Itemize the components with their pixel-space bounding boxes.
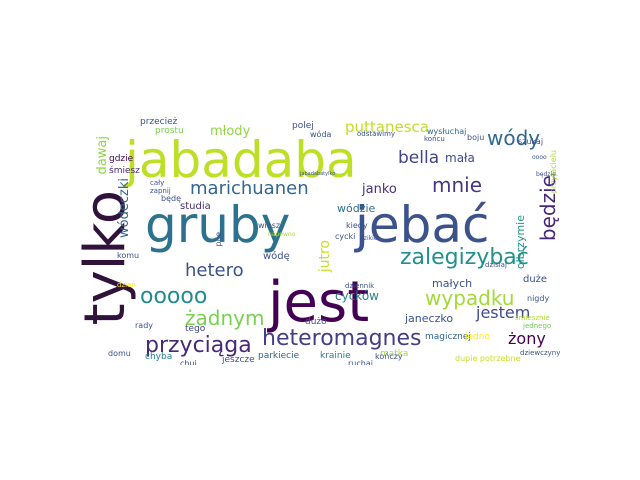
word-27: jestem xyxy=(476,303,531,322)
word-36: nigdy xyxy=(527,294,550,303)
word-64: komu xyxy=(117,251,140,260)
word-65: dzień xyxy=(117,281,136,289)
word-10: przyciąga xyxy=(145,333,252,358)
word-69: pije xyxy=(214,232,223,247)
word-54: odstawimy xyxy=(357,130,396,138)
word-68: chuj xyxy=(180,359,197,366)
word-51: prostu xyxy=(155,126,184,136)
word-7: wypadku xyxy=(425,286,515,310)
word-47: jednego xyxy=(523,322,552,330)
word-22: janko xyxy=(362,182,397,197)
word-62: cycki xyxy=(335,232,356,241)
word-25: studia xyxy=(180,201,211,212)
word-48: gdzie xyxy=(109,154,134,164)
word-63: wiesz xyxy=(258,221,281,230)
word-43: parkiecie xyxy=(258,351,300,361)
word-80: będzie xyxy=(536,171,556,178)
word-77: napewno xyxy=(268,231,296,238)
word-8: marichuanen xyxy=(190,178,309,199)
word-79: oooo xyxy=(532,154,547,161)
word-30: cycków xyxy=(335,289,379,303)
word-12: hetero xyxy=(185,260,244,281)
word-29: żony xyxy=(508,329,546,348)
word-39: jeszcze xyxy=(222,355,255,365)
word-71: cały xyxy=(150,179,165,187)
word-56: boju xyxy=(467,133,485,142)
word-17: mnie xyxy=(432,173,483,197)
word-2: gruby xyxy=(145,196,291,254)
word-53: wóda xyxy=(310,130,332,139)
word-66: kończy xyxy=(375,352,403,361)
word-72: zapnij xyxy=(150,187,171,195)
word-11: żadnym xyxy=(185,306,265,330)
word-41: chyba xyxy=(145,352,173,362)
word-34: magicznej xyxy=(425,332,471,342)
word-5: heteromagnes xyxy=(262,326,422,351)
word-49: śmiesz xyxy=(109,166,140,176)
word-61: kiedy xyxy=(346,221,368,230)
word-57: końcu xyxy=(424,135,445,143)
word-46: dupie potrzebne xyxy=(455,354,521,363)
word-38: tego xyxy=(185,324,206,334)
word-42: domu xyxy=(108,349,131,358)
word-58: szukaj xyxy=(518,137,544,146)
word-75: dziewczyny xyxy=(520,349,560,357)
word-37: dużo xyxy=(305,317,327,327)
word-0: jabadaba xyxy=(125,131,357,189)
word-70: dziennik xyxy=(345,282,375,290)
word-33: duże xyxy=(523,274,548,285)
word-13: bella xyxy=(398,148,440,168)
word-35: jedno xyxy=(465,332,490,342)
word-4: jest xyxy=(268,270,370,335)
word-18: puttanesca xyxy=(345,118,429,136)
word-40: rady xyxy=(135,321,154,330)
word-14: mała xyxy=(445,151,475,165)
word-19: młody xyxy=(210,124,251,139)
word-78: jabadabatylko xyxy=(300,171,336,177)
word-55: wysłuchaj xyxy=(427,127,467,136)
word-cloud: jabadaba tylko gruby jebać jest heteromagnes z… xyxy=(80,115,560,366)
word-45: matka xyxy=(380,349,409,359)
word-23: jutro xyxy=(317,240,333,273)
word-20: dawaj xyxy=(95,136,110,175)
word-21: wódeczki xyxy=(117,178,132,238)
word-76: dzisiaj xyxy=(485,261,507,269)
word-28: janeczko xyxy=(405,312,454,325)
word-6: zalegizybać xyxy=(400,245,529,270)
word-50: przecież xyxy=(140,117,178,127)
word-67: ruchaj xyxy=(348,359,373,366)
word-74: śmiesznie xyxy=(515,314,550,322)
word-32: wódę xyxy=(263,251,290,262)
word-15: wódy xyxy=(487,126,541,150)
word-26: olbrzymie xyxy=(514,215,527,270)
word-44: krainie xyxy=(320,351,351,361)
word-52: polej xyxy=(292,121,314,131)
word-31: małych xyxy=(432,277,473,290)
word-73: dzikie xyxy=(360,235,378,242)
word-9: ooooo xyxy=(140,284,208,309)
word-60: będę xyxy=(161,194,181,203)
word-3: jebać xyxy=(355,196,490,254)
word-24: wódzie xyxy=(337,202,376,215)
